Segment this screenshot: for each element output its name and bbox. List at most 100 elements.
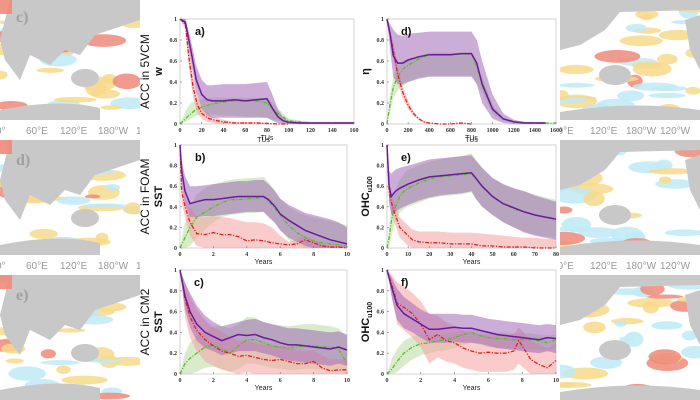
x-tick-label: 200 — [404, 128, 413, 134]
sst-anomaly-patch — [664, 229, 700, 237]
sst-anomaly-patch — [625, 23, 647, 33]
map-band — [0, 0, 150, 126]
label-bar — [560, 120, 700, 140]
band-purple — [387, 145, 556, 240]
lon-tick-label: 120°E — [590, 261, 618, 272]
line-purple — [386, 144, 557, 220]
line-red — [179, 144, 348, 249]
sst-anomaly-patch — [555, 226, 596, 232]
sst-anomaly-patch — [642, 301, 659, 314]
x-tick-label: 0 — [386, 378, 389, 384]
land-asia — [560, 140, 700, 190]
x-tick-label: 8 — [312, 378, 315, 384]
sst-anomaly-patch — [5, 358, 24, 364]
x-tick-label: 4 — [245, 378, 248, 384]
sst-hotspot — [0, 0, 12, 14]
y-tick-label: 1 — [381, 143, 384, 149]
x-tick-label: 0 — [386, 252, 389, 258]
line-purple — [386, 18, 546, 124]
y-tick-label: 0.2 — [170, 101, 178, 107]
land-eurasia-africa — [0, 140, 140, 220]
sst-anomaly-patch — [648, 92, 686, 99]
row-label: ACC in 5VCM — [138, 34, 152, 109]
sst-anomaly-patch — [583, 321, 606, 334]
panel-f: 0 2 4 6 8 10 0 0.2 0.4 0.6 0.8 1 Years OHCu100 f) — [360, 268, 559, 392]
x-tick-label: 400 — [425, 128, 434, 134]
sst-anomaly-patch — [29, 228, 59, 240]
x-tick-label: 6 — [279, 252, 282, 258]
y-tick-label: 0.6 — [170, 184, 178, 190]
sst-anomaly-patch — [84, 194, 101, 199]
sst-anomaly-patch — [56, 365, 71, 375]
band-red — [180, 145, 347, 248]
y-tick-label: 0.6 — [170, 310, 178, 316]
y-tick-label: 0.8 — [170, 38, 178, 44]
sst-anomaly-patch — [680, 345, 700, 359]
row-label: ACC in FOAM — [138, 158, 152, 234]
sst-anomaly-patch — [624, 331, 644, 347]
sst-anomaly-patch — [685, 86, 700, 95]
x-tick-label: 0 — [179, 252, 182, 258]
lon-tick-label: 180°W — [98, 261, 129, 272]
row-label: ACC in CM2 — [138, 288, 152, 355]
lon-tick-label: 180°W — [626, 126, 657, 137]
lon-tick-label: 120°W — [660, 261, 691, 272]
line-red — [179, 269, 347, 372]
map-panel-label: c) — [16, 9, 28, 26]
x-tick-label: 40 — [469, 252, 475, 258]
land-antarctica — [0, 383, 100, 400]
sst-anomaly-patch — [104, 184, 120, 191]
x-tick-label: 80 — [264, 128, 270, 134]
land-eurasia-africa — [0, 0, 140, 80]
y-tick-label: 0.4 — [170, 330, 178, 336]
map-band — [0, 132, 147, 259]
sst-anomaly-patch — [82, 203, 128, 208]
x-tick-label: 160 — [350, 128, 359, 134]
y-tick-label: 0 — [174, 372, 177, 378]
x-tick-label: 30 — [447, 252, 453, 258]
x-tick-label: 120 — [306, 128, 315, 134]
panel-title: TUs — [465, 137, 478, 144]
x-tick-label: 140 — [328, 128, 337, 134]
line-green — [179, 100, 311, 125]
y-tick-label: 0 — [174, 246, 177, 252]
x-tick-label: 60 — [242, 128, 248, 134]
x-tick-label: 10 — [553, 378, 559, 384]
lon-tick-label: 60°E — [26, 261, 48, 272]
y-tick-label: 0.8 — [377, 164, 385, 170]
y-axis-label: OHCu100 — [360, 302, 374, 343]
sst-anomaly-patch — [53, 328, 86, 333]
panel-e: 0 10 20 30 40 50 60 70 80 0 0.2 0.4 0.6 0.8 1 Years TUs O… — [360, 137, 559, 266]
y-tick-label: 1 — [174, 268, 177, 274]
map-band — [541, 0, 700, 127]
y-tick-label: 0.6 — [377, 184, 385, 190]
x-axis-label: Years — [463, 385, 481, 392]
y-tick-label: 0.2 — [170, 351, 178, 357]
y-tick-label: 0.8 — [377, 38, 385, 44]
sst-anomaly-patch — [558, 64, 594, 75]
y-tick-label: 1 — [381, 268, 384, 274]
map-lon-axis: 60°E 120°E 180°W 120°W — [552, 255, 700, 275]
x-tick-label: 1600 — [550, 128, 562, 134]
line-green — [179, 339, 348, 375]
x-tick-label: 2 — [212, 252, 215, 258]
panel-letter: e) — [401, 152, 411, 164]
x-axis-label: TUs — [465, 135, 478, 142]
panel-a: 0 20 40 60 80 100 120 140 160 0 0.2 0.4 0.6 0.8 1 TUs wA… — [138, 17, 359, 142]
x-tick-label: 70 — [532, 252, 538, 258]
x-tick-label: 2 — [212, 378, 215, 384]
lon-tick-label: 0° — [0, 126, 6, 137]
sst-anomaly-patch — [40, 349, 56, 359]
map-panel-label: e) — [16, 287, 28, 304]
y-tick-label: 0.4 — [170, 205, 178, 211]
line-red — [386, 18, 472, 125]
y-tick-label: 0.8 — [170, 164, 178, 170]
y-tick-label: 1 — [174, 143, 177, 149]
sst-anomaly-patch — [40, 360, 80, 366]
sst-anomaly-patch — [0, 70, 8, 80]
panel-letter: f) — [401, 277, 409, 289]
land-australia — [71, 69, 99, 87]
